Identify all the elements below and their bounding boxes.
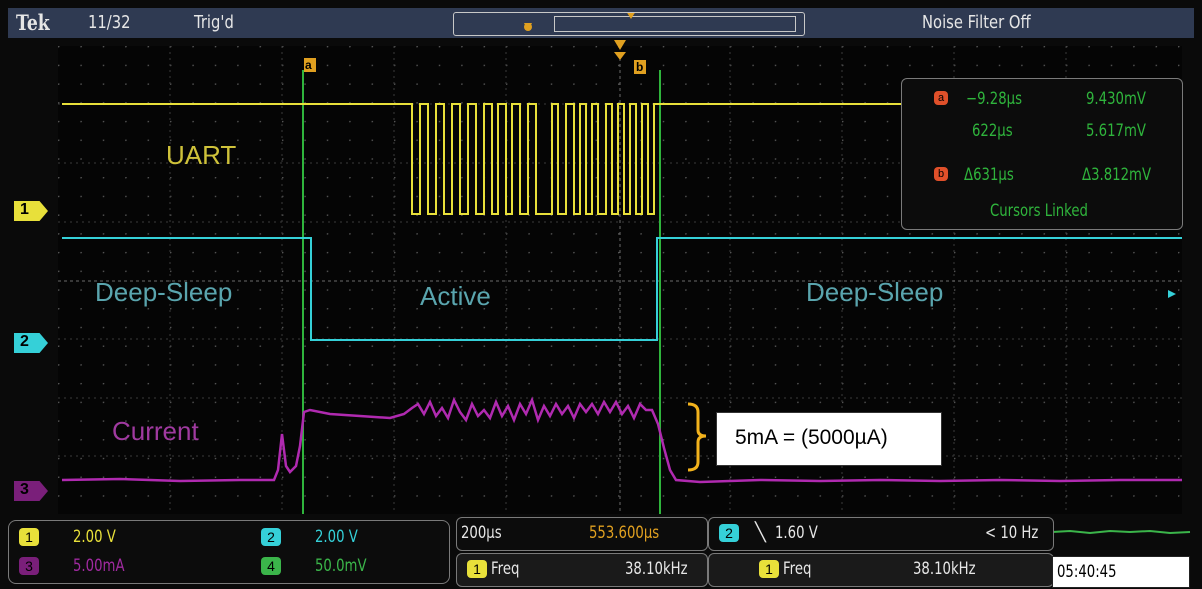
clock: 05:40:45 [1052, 556, 1190, 588]
cursor-b-value: 5.617mV [1086, 121, 1146, 141]
cursors-linked-label: Cursors Linked [990, 201, 1088, 221]
cursor-a-flag[interactable] [304, 58, 316, 72]
record-view-bar[interactable] [453, 12, 805, 36]
cursor-b-time: 622µs [972, 121, 1013, 141]
cursor-readout-panel[interactable]: a −9.28µs 9.430mV 622µs 5.617mV b Δ631µs… [901, 78, 1183, 230]
trigger-status: Trig'd [194, 12, 234, 33]
trigger-level: 1.60 V [775, 523, 818, 543]
brand-logo: Tek [16, 10, 50, 35]
ch1-badge[interactable]: 1 [19, 528, 39, 546]
noise-filter-status: Noise Filter Off [922, 12, 1031, 33]
active-label: Active [420, 281, 491, 311]
ch2-ground-marker[interactable]: 2 [14, 333, 48, 353]
ch4-trace [1051, 529, 1191, 535]
trigger-level-marker[interactable] [1168, 290, 1176, 298]
record-view-window[interactable] [554, 16, 796, 32]
trigger-time-marker [614, 40, 626, 50]
status-bar: Tek 11/32 Trig'd Noise Filter Off [8, 8, 1194, 38]
cursor-delta-value: Δ3.812mV [1082, 165, 1152, 185]
cursor-a-badge: a [934, 91, 948, 105]
trigger-source-badge: 2 [719, 524, 739, 542]
current-label: Current [112, 416, 199, 446]
ch3-ground-marker[interactable]: 3 [14, 481, 48, 501]
measurement-2[interactable]: 1 Freq 38.10kHz [708, 553, 1054, 587]
cursor-a-time: −9.28µs [966, 89, 1022, 109]
acquisition-count: 11/32 [88, 12, 131, 33]
deep-sleep-right-label: Deep-Sleep [806, 277, 944, 307]
current-annotation: 5mA = (5000µA) [716, 412, 942, 466]
ch1-ground-marker[interactable]: 1 [14, 201, 48, 221]
falling-edge-icon: ╲ [755, 522, 766, 543]
trigger-frequency: < 10 Hz [985, 523, 1039, 543]
trigger-readout[interactable]: 2 ╲ 1.60 V < 10 Hz [708, 517, 1054, 551]
ch3-current-trace [61, 396, 1182, 484]
ch3-scale: 5.00mA [73, 556, 125, 576]
cursor-b-label: b [636, 60, 644, 74]
ch4-badge[interactable]: 4 [261, 557, 281, 575]
clock-time: 05:40:45 [1057, 562, 1117, 582]
time-per-division: 200µs [461, 523, 502, 543]
uart-label: UART [166, 140, 237, 170]
measurement-1[interactable]: 1 Freq 38.10kHz [456, 553, 708, 587]
ch2-badge[interactable]: 2 [261, 528, 281, 546]
measurement-1-value: 38.10kHz [625, 559, 688, 579]
ch1-uart-trace [62, 103, 1182, 215]
cursor-delta-time: Δ631µs [964, 165, 1014, 185]
channel-scale-panel[interactable]: 1 2.00 V 2 2.00 V 3 5.00mA 4 50.0mV [8, 520, 450, 584]
deep-sleep-left-label: Deep-Sleep [95, 277, 233, 307]
ch1-scale: 2.00 V [73, 527, 116, 547]
horizontal-position: 553.600µs [589, 523, 660, 543]
cursor-b-flag[interactable] [634, 60, 646, 74]
measurement-1-source: 1 [467, 560, 487, 578]
record-markers [524, 13, 635, 31]
cursor-b-arrow [614, 52, 626, 60]
trigger-position-marker [627, 13, 635, 19]
ch2-scale: 2.00 V [315, 527, 358, 547]
ch3-badge[interactable]: 3 [19, 557, 39, 575]
graticule-center-lines [58, 46, 1182, 514]
cursor-a-value: 9.430mV [1086, 89, 1146, 109]
expansion-point-dot [524, 23, 532, 31]
ch4-scale: 50.0mV [315, 556, 367, 576]
ch2-power-state-trace [62, 237, 1182, 341]
measurement-2-source: 1 [759, 560, 779, 578]
brace-icon [687, 402, 707, 472]
measurement-1-name: Freq [491, 559, 520, 579]
cursor-a-label: a [305, 58, 312, 72]
measurement-2-name: Freq [783, 559, 812, 579]
cursor-b-badge: b [934, 167, 948, 181]
horizontal-readout[interactable]: 200µs 553.600µs [456, 517, 708, 551]
measurement-2-value: 38.10kHz [913, 559, 976, 579]
